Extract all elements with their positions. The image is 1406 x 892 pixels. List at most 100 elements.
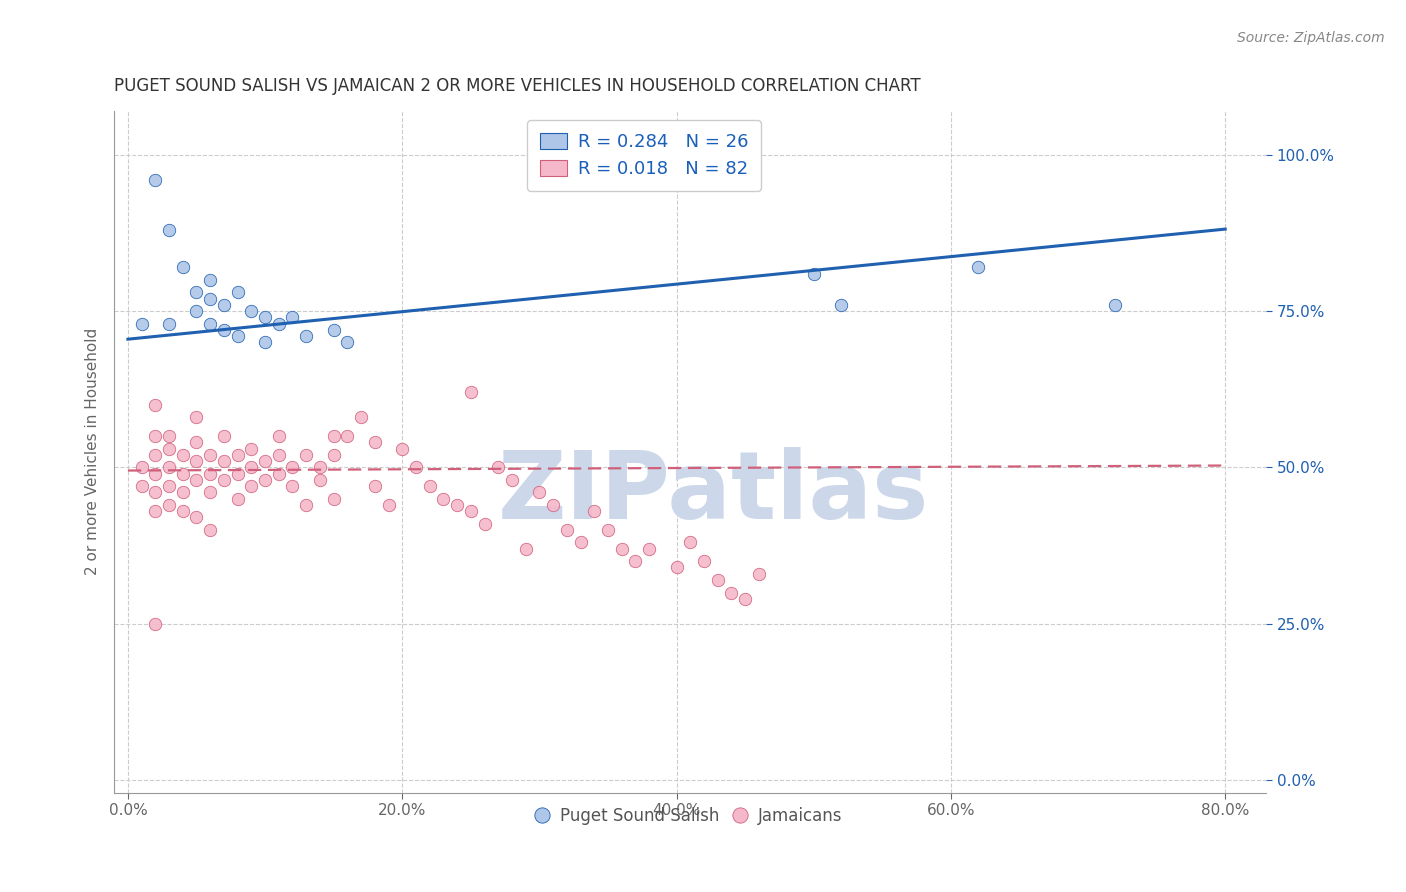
Point (748, 566, 770, 581)
Point (200, 467, 222, 481)
Point (638, 541, 661, 556)
Point (226, 448, 249, 462)
Point (460, 385, 482, 400)
Point (610, 541, 633, 556)
Point (157, 223, 180, 237)
Point (596, 523, 619, 537)
Point (226, 329, 249, 343)
Point (281, 479, 304, 493)
Point (212, 298, 235, 312)
Point (172, 467, 194, 481)
Point (240, 304, 263, 318)
Point (419, 479, 441, 493)
Point (281, 460, 304, 475)
Point (267, 317, 290, 331)
Point (212, 473, 235, 487)
Point (254, 310, 277, 325)
Point (583, 504, 606, 518)
Point (240, 460, 263, 475)
Point (212, 454, 235, 468)
Point (322, 448, 344, 462)
Point (254, 335, 277, 350)
Point (254, 454, 277, 468)
Point (186, 435, 208, 450)
Y-axis label: 2 or more Vehicles in Household: 2 or more Vehicles in Household (86, 328, 100, 575)
Point (322, 429, 344, 443)
Point (226, 285, 249, 300)
Point (295, 498, 318, 512)
Point (186, 454, 208, 468)
Point (720, 585, 742, 599)
Text: Source: ZipAtlas.com: Source: ZipAtlas.com (1237, 31, 1385, 45)
Point (295, 448, 318, 462)
Point (364, 435, 387, 450)
Point (254, 473, 277, 487)
Point (131, 317, 153, 331)
Point (186, 410, 208, 425)
Point (157, 442, 180, 456)
Point (555, 523, 578, 537)
Point (143, 398, 166, 412)
Point (186, 473, 208, 487)
Point (322, 491, 344, 506)
Point (172, 260, 194, 275)
Point (172, 504, 194, 518)
Point (200, 273, 222, 287)
Point (157, 317, 180, 331)
Point (967, 260, 990, 275)
Point (322, 323, 344, 337)
Point (267, 467, 290, 481)
Point (706, 573, 728, 587)
Point (186, 510, 208, 524)
Point (226, 467, 249, 481)
Point (200, 292, 222, 306)
Point (157, 429, 180, 443)
Point (405, 460, 427, 475)
Point (212, 323, 235, 337)
Point (679, 535, 702, 549)
Point (172, 485, 194, 500)
Point (529, 485, 551, 500)
Point (501, 473, 523, 487)
Point (143, 485, 166, 500)
Point (240, 479, 263, 493)
Point (309, 460, 332, 475)
Point (693, 554, 716, 568)
Point (803, 267, 825, 281)
Point (200, 485, 222, 500)
Point (350, 410, 373, 425)
Point (391, 442, 413, 456)
Point (515, 541, 537, 556)
Point (377, 498, 399, 512)
Point (186, 304, 208, 318)
Point (157, 460, 180, 475)
Point (1104, 298, 1126, 312)
Point (569, 535, 592, 549)
Point (131, 479, 153, 493)
Point (281, 310, 304, 325)
Point (143, 429, 166, 443)
Point (624, 554, 647, 568)
Point (267, 429, 290, 443)
Point (143, 172, 166, 186)
Point (172, 448, 194, 462)
Point (734, 591, 756, 606)
Point (460, 504, 482, 518)
Point (131, 460, 153, 475)
Point (186, 285, 208, 300)
Point (157, 498, 180, 512)
Point (240, 442, 263, 456)
Text: PUGET SOUND SALISH VS JAMAICAN 2 OR MORE VEHICLES IN HOUSEHOLD CORRELATION CHART: PUGET SOUND SALISH VS JAMAICAN 2 OR MORE… (114, 78, 921, 95)
Point (474, 516, 496, 531)
Point (432, 491, 454, 506)
Point (212, 429, 235, 443)
Point (226, 491, 249, 506)
Legend: Puget Sound Salish, Jamaicans: Puget Sound Salish, Jamaicans (531, 801, 849, 832)
Point (143, 448, 166, 462)
Point (336, 335, 359, 350)
Point (143, 504, 166, 518)
Point (200, 448, 222, 462)
Point (200, 317, 222, 331)
Point (364, 479, 387, 493)
Point (143, 467, 166, 481)
